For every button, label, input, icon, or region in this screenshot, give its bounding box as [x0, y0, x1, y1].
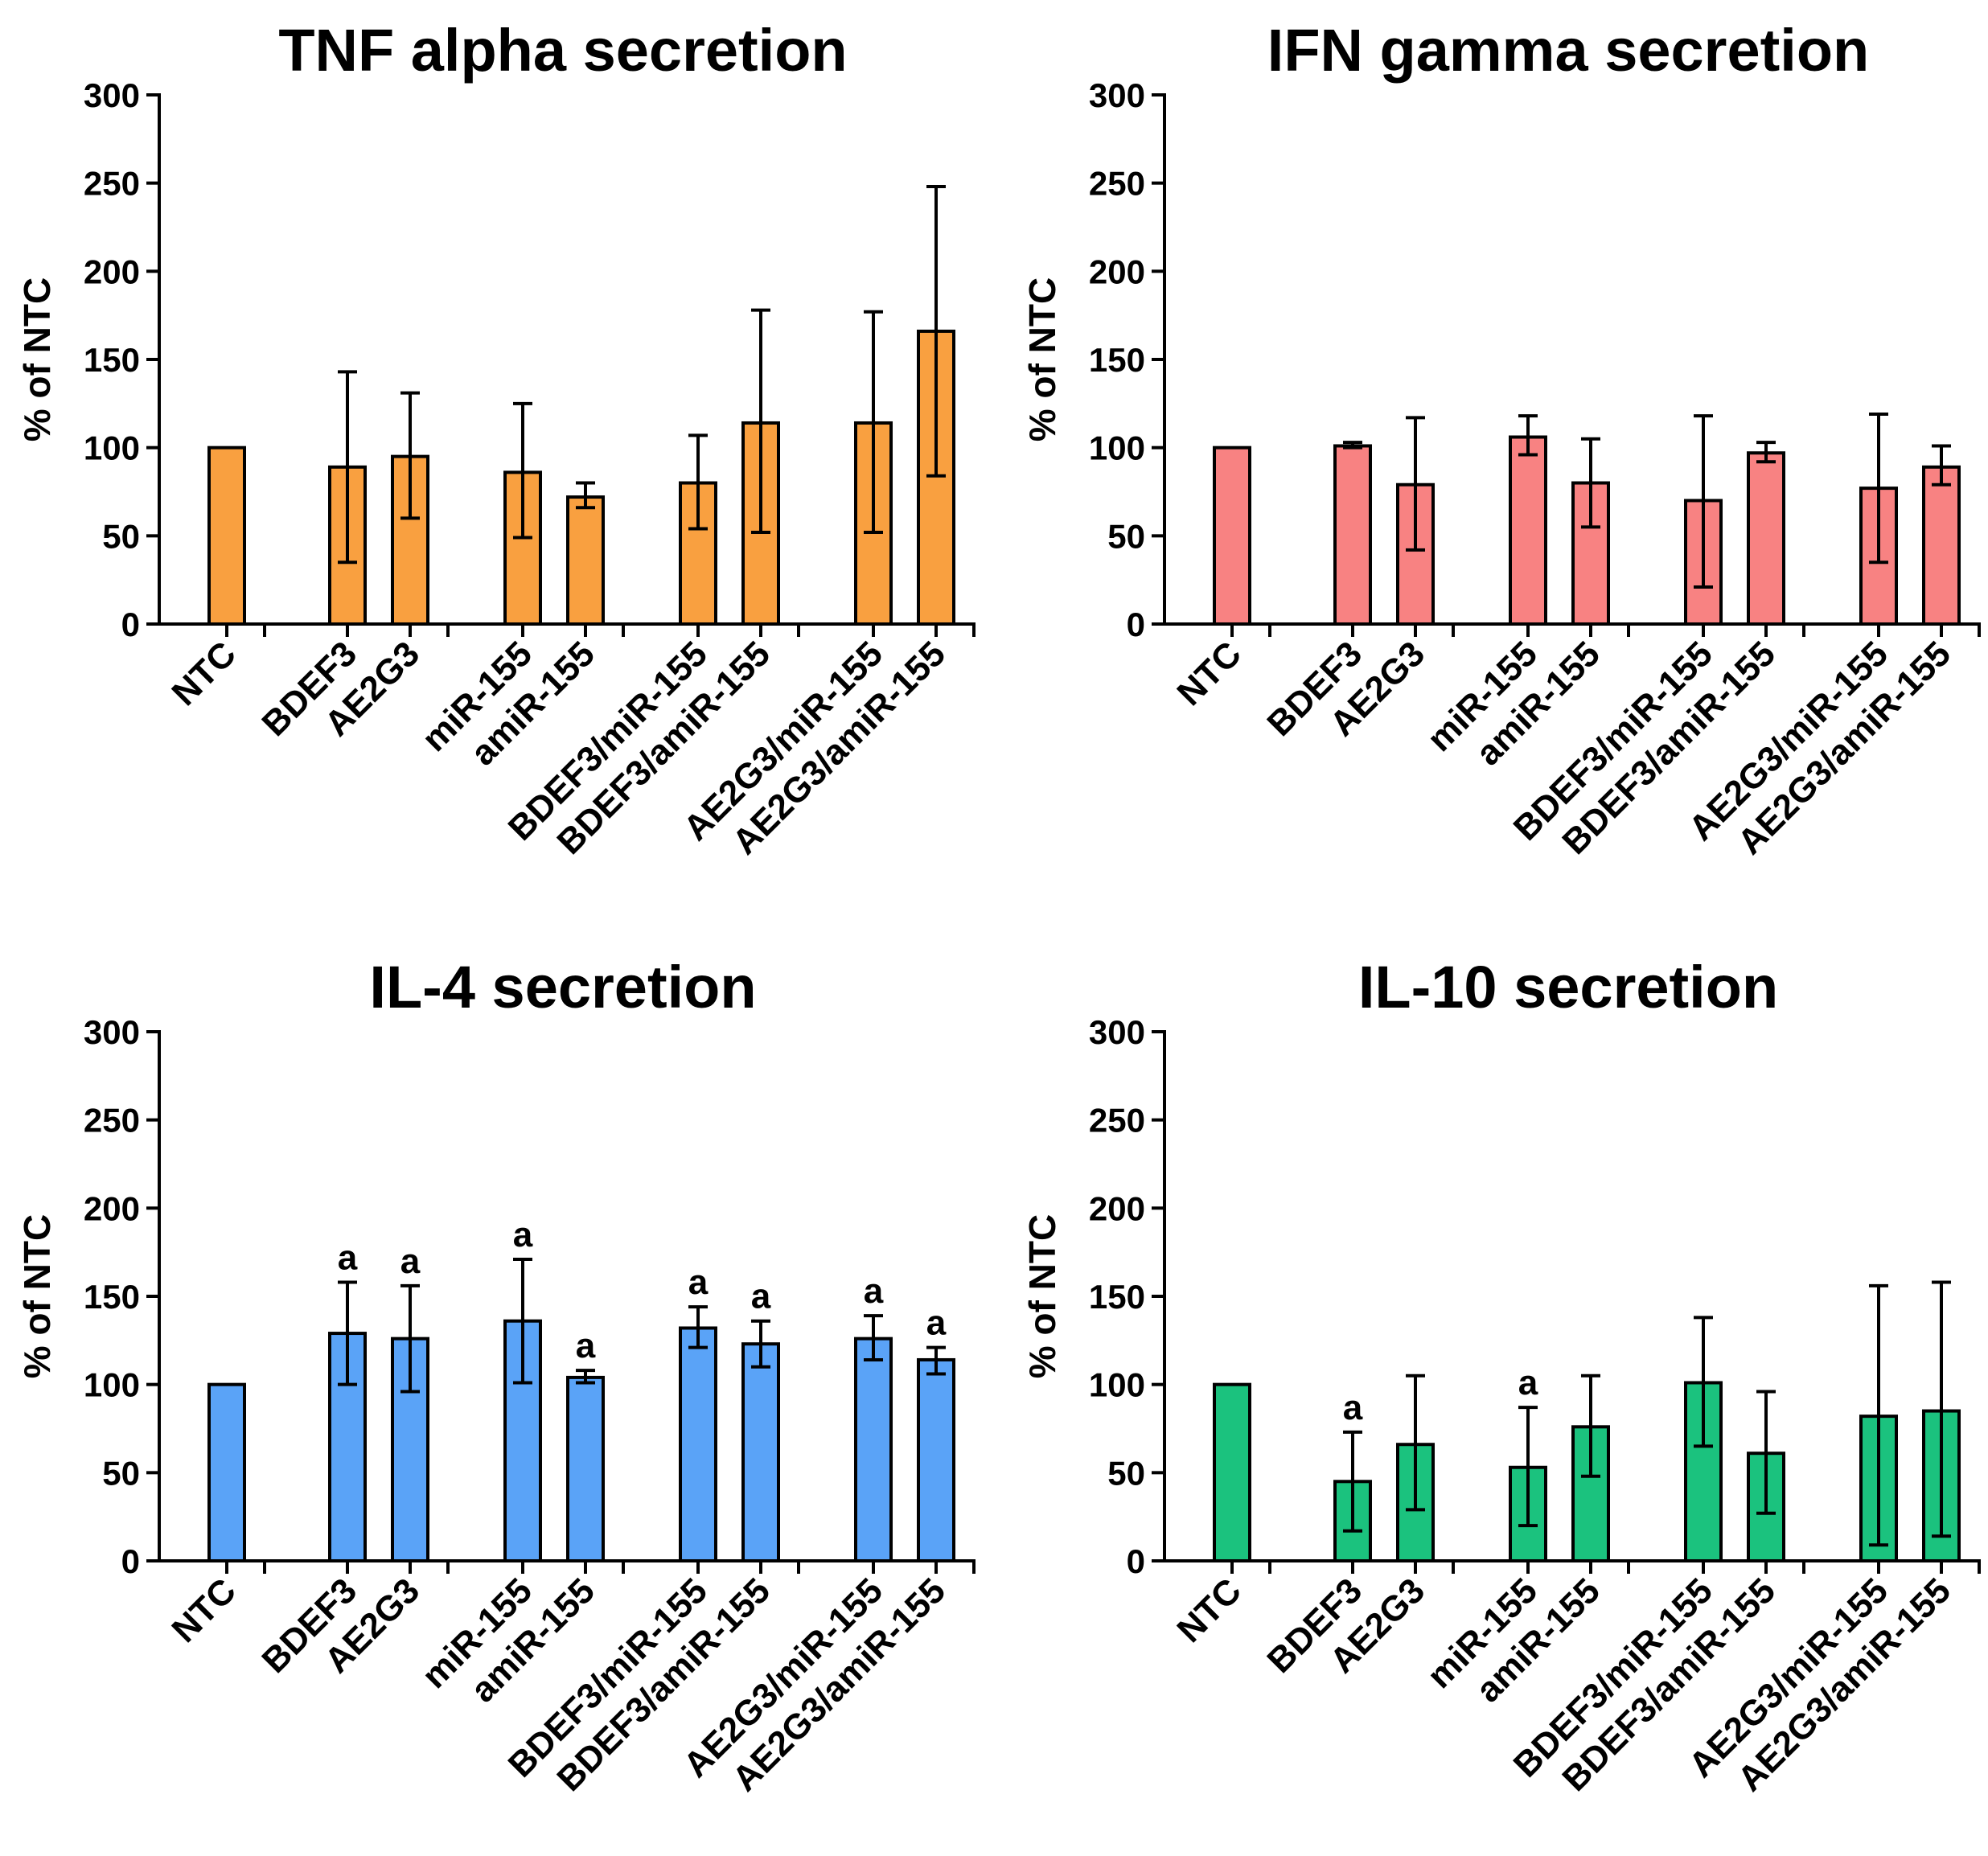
bar [1922, 465, 1961, 626]
bar [679, 1326, 717, 1562]
y-tick-label: 150 [84, 341, 140, 379]
chart-title: TNF alpha secretion [278, 17, 847, 84]
bar [741, 1342, 780, 1562]
y-tick-label: 50 [1107, 1454, 1145, 1492]
y-tick-label: 0 [121, 606, 140, 643]
significance-label: a [1518, 1363, 1538, 1402]
y-tick-label: 50 [102, 517, 140, 555]
bar [917, 1357, 955, 1563]
x-category-label: NTC [164, 634, 244, 713]
y-tick-label: 200 [1089, 1189, 1145, 1227]
y-tick-label: 200 [1089, 253, 1145, 290]
y-tick-label: 250 [1089, 1102, 1145, 1139]
y-tick-label: 100 [1089, 1366, 1145, 1404]
y-tick-label: 150 [84, 1278, 140, 1316]
y-tick-label: 300 [1089, 76, 1145, 114]
y-axis-label: % of NTC [1021, 277, 1063, 441]
y-axis-label: % of NTC [16, 1214, 58, 1378]
chart-title: IFN gamma secretion [1267, 17, 1869, 84]
bar [207, 446, 246, 626]
chart-panel: IL-10 secretion % of NTC 0 50 100 150 200 250 30… [1021, 954, 1981, 1799]
x-category-label: NTC [1169, 1571, 1249, 1650]
y-tick-label: 150 [1089, 341, 1145, 379]
y-axis-label: % of NTC [16, 277, 58, 441]
y-tick-label: 150 [1089, 1278, 1145, 1316]
significance-label: a [751, 1277, 771, 1316]
bar [1213, 446, 1251, 626]
y-tick-label: 300 [1089, 1013, 1145, 1051]
x-category-label: NTC [1169, 634, 1249, 713]
y-tick-label: 100 [84, 429, 140, 467]
y-tick-label: 250 [84, 1102, 140, 1139]
chart-panel: TNF alpha secretion % of NTC 0 50 100 150 200 2… [16, 17, 976, 862]
y-axis-label: % of NTC [1021, 1214, 1063, 1378]
y-tick-label: 300 [84, 76, 140, 114]
bar [566, 495, 605, 626]
significance-label: a [1343, 1388, 1363, 1427]
bar [566, 1375, 605, 1562]
significance-label: a [338, 1238, 358, 1277]
significance-label: a [688, 1263, 709, 1302]
y-tick-label: 100 [1089, 429, 1145, 467]
significance-label: a [576, 1326, 596, 1365]
y-tick-label: 200 [84, 1189, 140, 1227]
y-tick-label: 50 [1107, 517, 1145, 555]
chart-title: IL-10 secretion [1358, 954, 1778, 1020]
y-tick-label: 200 [84, 253, 140, 290]
y-tick-label: 100 [84, 1366, 140, 1404]
chart-panel: IL-4 secretion % of NTC 0 50 100 150 200 250 300… [16, 954, 976, 1799]
significance-label: a [513, 1215, 533, 1254]
bar [1509, 435, 1547, 626]
significance-label: a [864, 1271, 884, 1311]
bar [854, 1337, 893, 1562]
bar [1213, 1382, 1251, 1563]
significance-label: a [926, 1304, 947, 1343]
y-tick-label: 250 [84, 165, 140, 203]
y-tick-label: 0 [121, 1542, 140, 1580]
chart-panel: IFN gamma secretion % of NTC 0 50 100 150 200 2… [1021, 17, 1981, 862]
y-tick-label: 300 [84, 1013, 140, 1051]
y-tick-label: 0 [1127, 606, 1145, 643]
bar [1747, 451, 1785, 626]
y-tick-label: 250 [1089, 165, 1145, 203]
y-tick-label: 50 [102, 1454, 140, 1492]
bar [207, 1382, 246, 1563]
x-category-label: NTC [164, 1571, 244, 1650]
y-tick-label: 0 [1127, 1542, 1145, 1580]
chart-title: IL-4 secretion [369, 954, 756, 1020]
bar [1333, 444, 1372, 626]
significance-label: a [400, 1242, 421, 1281]
